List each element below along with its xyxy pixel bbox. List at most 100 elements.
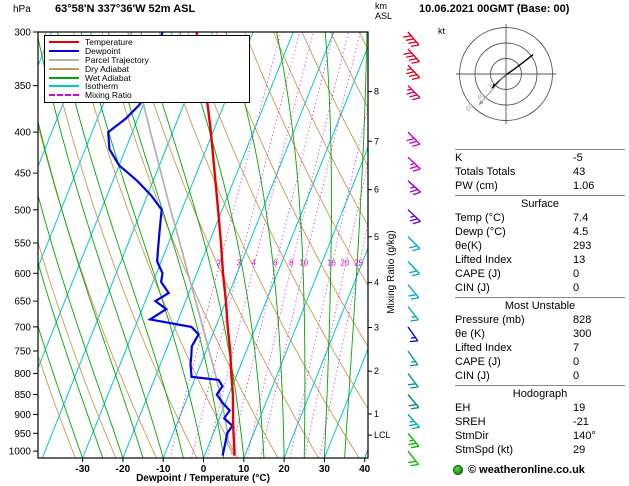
svg-text:Dewpoint / Temperature (°C): Dewpoint / Temperature (°C) bbox=[136, 473, 270, 484]
pressure-unit-label: hPa bbox=[13, 4, 31, 15]
table-row-label: Lifted Index bbox=[455, 254, 512, 266]
legend-line-swatch bbox=[49, 50, 79, 53]
svg-text:20: 20 bbox=[340, 258, 349, 267]
legend-line-swatch bbox=[49, 76, 79, 79]
table-row-value: 1.06 bbox=[573, 180, 595, 192]
svg-text:850: 850 bbox=[14, 390, 31, 401]
indices-table: K -5 Totals Totals 43 PW (cm) 1.06 Surface Temp… bbox=[455, 149, 625, 459]
svg-text:30: 30 bbox=[319, 464, 331, 475]
table-section-header: Hodograph bbox=[512, 388, 568, 400]
legend-item-label: Isotherm bbox=[85, 81, 119, 92]
table-row-label: θe (K) bbox=[455, 328, 485, 340]
table-section: Hodograph EH 19 SREH -21 StmDir 140° StmSpd (kt… bbox=[455, 385, 625, 459]
svg-text:5: 5 bbox=[374, 232, 379, 242]
table-row-value: -5 bbox=[573, 152, 583, 164]
table-row: CAPE (J) 0 bbox=[455, 267, 625, 281]
table-row: PW (cm) 1.06 bbox=[455, 179, 625, 193]
legend-item-label: Dry Adiabat bbox=[85, 63, 129, 74]
table-row-label: PW (cm) bbox=[455, 180, 498, 192]
svg-text:800: 800 bbox=[14, 369, 31, 380]
table-row-value: 19 bbox=[573, 402, 586, 414]
svg-text:500: 500 bbox=[14, 205, 31, 216]
svg-text:900: 900 bbox=[14, 410, 31, 421]
svg-text:kt: kt bbox=[438, 26, 446, 36]
svg-text:40: 40 bbox=[476, 92, 487, 103]
table-row-label: CIN (J) bbox=[455, 282, 490, 294]
table-row: Lifted Index 7 bbox=[455, 341, 625, 355]
table-row-value: 0 bbox=[573, 282, 580, 294]
table-row-label: Temp (°C) bbox=[455, 212, 505, 224]
table-row: Pressure (mb) 828 bbox=[455, 313, 625, 327]
table-row-label: CAPE (J) bbox=[455, 356, 501, 368]
svg-text:3: 3 bbox=[237, 258, 242, 267]
legend-item: Dry Adiabat bbox=[49, 63, 245, 74]
table-row-value: 7.4 bbox=[573, 212, 589, 224]
svg-text:750: 750 bbox=[14, 347, 31, 358]
legend-box: Temperature Dewpoint Parcel Trajectory Dry … bbox=[44, 35, 250, 103]
table-row: StmDir 140° bbox=[455, 429, 625, 443]
table-row-value: 13 bbox=[573, 254, 586, 266]
svg-text:20: 20 bbox=[279, 464, 291, 475]
legend-item-label: Dewpoint bbox=[85, 46, 121, 57]
table-row-label: CIN (J) bbox=[455, 370, 490, 382]
svg-text:2: 2 bbox=[216, 258, 221, 267]
table-row-label: StmSpd (kt) bbox=[455, 444, 514, 456]
svg-text:1: 1 bbox=[374, 409, 379, 419]
svg-text:-30: -30 bbox=[75, 464, 90, 475]
svg-text:Mixing Ratio (g/kg): Mixing Ratio (g/kg) bbox=[386, 230, 397, 313]
asl-unit-label: ASL bbox=[375, 11, 393, 21]
table-row-value: 140° bbox=[573, 430, 596, 442]
table-row-value: 7 bbox=[573, 342, 580, 354]
altitude-axis-unit: km ASL bbox=[375, 1, 392, 21]
legend-line-swatch bbox=[49, 67, 79, 70]
svg-text:10: 10 bbox=[299, 258, 308, 267]
legend-line-swatch bbox=[49, 85, 79, 88]
legend-line-swatch bbox=[49, 58, 79, 61]
weatheronline-globe-icon bbox=[453, 465, 463, 475]
table-row-value: 293 bbox=[573, 240, 592, 252]
table-row: SREH -21 bbox=[455, 415, 625, 429]
legend-item: Mixing Ratio bbox=[49, 90, 245, 101]
svg-text:300: 300 bbox=[14, 28, 31, 39]
table-section: Surface Temp (°C) 7.4 Dewp (°C) 4.5 θe(K) 293 L… bbox=[455, 195, 625, 297]
legend-item: Temperature bbox=[49, 37, 245, 47]
table-row-value: 0 bbox=[573, 268, 580, 280]
legend-item: Dewpoint bbox=[49, 46, 245, 57]
svg-text:10: 10 bbox=[238, 464, 250, 475]
table-row-label: StmDir bbox=[455, 430, 489, 442]
svg-text:400: 400 bbox=[14, 128, 31, 139]
svg-text:8: 8 bbox=[374, 87, 379, 97]
svg-text:4: 4 bbox=[374, 278, 379, 288]
table-row: K -5 bbox=[455, 151, 625, 165]
table-row: CAPE (J) 0 bbox=[455, 355, 625, 369]
table-row-label: Lifted Index bbox=[455, 342, 512, 354]
legend-item: Wet Adiabat bbox=[49, 72, 245, 83]
copyright-text: © weatheronline.co.uk bbox=[468, 464, 585, 476]
table-row: EH 19 bbox=[455, 401, 625, 415]
legend-item: Parcel Trajectory bbox=[49, 55, 245, 65]
svg-text:20: 20 bbox=[487, 81, 498, 92]
skewt-plot-area bbox=[38, 32, 368, 458]
legend-item-label: Mixing Ratio bbox=[85, 90, 132, 101]
table-row-value: 828 bbox=[573, 314, 592, 326]
km-unit-label: km bbox=[375, 1, 387, 11]
table-row-value: 0 bbox=[573, 370, 580, 382]
svg-text:4: 4 bbox=[251, 258, 256, 267]
table-row-label: CAPE (J) bbox=[455, 268, 501, 280]
table-row-value: 0 bbox=[573, 356, 580, 368]
legend-item-label: Wet Adiabat bbox=[85, 72, 131, 83]
svg-text:-20: -20 bbox=[116, 464, 131, 475]
table-row: CIN (J) 0 bbox=[455, 281, 625, 295]
svg-text:3: 3 bbox=[374, 323, 379, 333]
svg-text:6: 6 bbox=[374, 185, 379, 195]
wind-barb-column bbox=[403, 31, 422, 467]
legend-item: Isotherm bbox=[49, 81, 245, 92]
datetime-title: 10.06.2021 00GMT (Base: 00) bbox=[419, 3, 570, 15]
table-row: θe(K) 293 bbox=[455, 239, 625, 253]
table-row-label: SREH bbox=[455, 416, 486, 428]
legend-item-label: Parcel Trajectory bbox=[85, 55, 149, 65]
svg-text:700: 700 bbox=[14, 322, 31, 333]
